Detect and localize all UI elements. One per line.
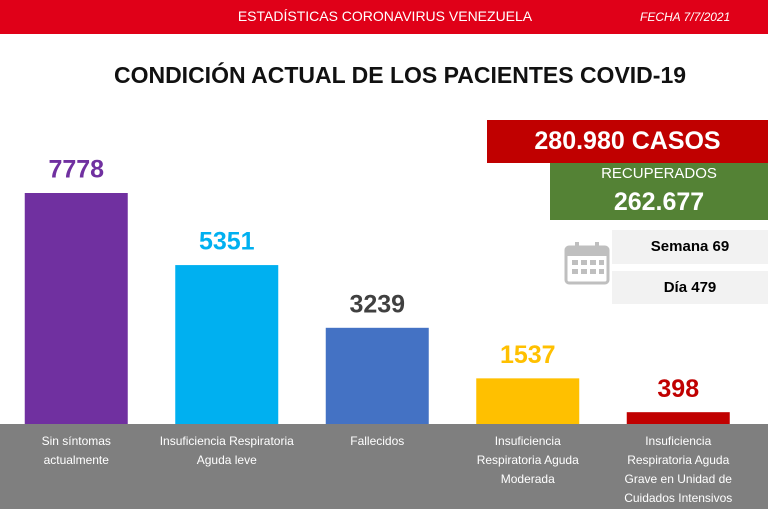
day-box: Día 479 — [612, 271, 768, 304]
header-date: FECHA 7/7/2021 — [640, 10, 731, 24]
bar — [325, 327, 429, 424]
bar — [24, 193, 128, 424]
recovered-value: 262.677 — [613, 188, 705, 216]
bar — [626, 412, 730, 424]
calendar-icon — [564, 242, 610, 285]
value-label: 398 — [657, 375, 699, 403]
recovered-label: RECUPERADOS — [601, 165, 717, 182]
category-label: Sin síntomas actualmente — [41, 434, 111, 467]
category-label: Fallecidos — [350, 434, 405, 448]
bar — [175, 265, 279, 424]
bar — [476, 378, 580, 424]
week-box: Semana 69 — [612, 230, 768, 264]
category-label: Insuficiencia Respiratoria Aguda Grave e… — [624, 434, 733, 505]
chart-title: CONDICIÓN ACTUAL DE LOS PACIENTES COVID-… — [113, 62, 687, 88]
value-label: 5351 — [199, 228, 255, 256]
category-label: Insuficiencia Respiratoria Aguda Moderad… — [476, 434, 579, 486]
cases-box: 280.980 CASOS — [487, 120, 768, 163]
category-band — [0, 424, 768, 509]
value-label: 1537 — [500, 341, 556, 369]
value-label: 7778 — [48, 156, 104, 184]
header-bar — [0, 0, 768, 34]
category-label: Insuficiencia Respiratoria Aguda leve — [159, 434, 294, 467]
header-title: ESTADÍSTICAS CORONAVIRUS VENEZUELA — [237, 8, 533, 24]
recovered-box — [550, 163, 768, 220]
value-label: 3239 — [349, 290, 405, 318]
